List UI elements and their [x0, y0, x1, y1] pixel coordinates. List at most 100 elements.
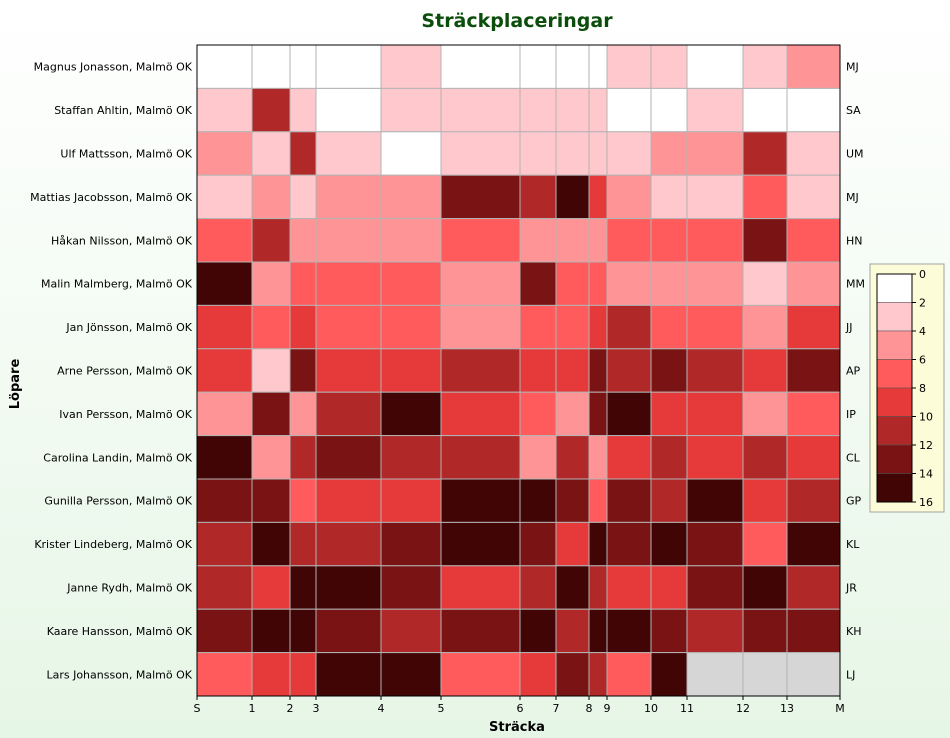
heatmap-cell	[742, 218, 788, 263]
heatmap-cell	[742, 652, 788, 697]
heatmap-cell	[606, 261, 652, 306]
legend-swatch	[876, 387, 913, 417]
heatmap-cell	[380, 304, 442, 350]
heatmap-cell	[251, 131, 291, 176]
heatmap-cell	[588, 87, 608, 133]
heatmap-cell	[196, 478, 253, 523]
heatmap-cell	[519, 44, 557, 89]
x-tick-label: S	[194, 702, 201, 715]
legend-swatch	[876, 330, 913, 360]
heatmap-cell	[686, 304, 744, 350]
heatmap-cell	[519, 608, 557, 654]
heatmap-cell	[742, 348, 788, 393]
heatmap-cell	[440, 391, 521, 437]
heatmap-cell	[380, 174, 442, 220]
heatmap-cell	[588, 435, 608, 480]
heatmap-cell	[686, 478, 744, 523]
heatmap-cell	[588, 521, 608, 567]
heatmap-cell	[440, 131, 521, 176]
heatmap-cell	[519, 652, 557, 697]
heatmap-cell	[315, 565, 382, 610]
x-tick-label: 13	[780, 702, 794, 715]
legend-swatch	[876, 273, 913, 303]
row-label: Kaare Hansson, Malmö OK	[47, 625, 193, 638]
heatmap-cell	[196, 391, 253, 437]
heatmap-cell	[742, 608, 788, 654]
heatmap-cell	[686, 348, 744, 393]
legend-swatch	[876, 416, 913, 446]
heatmap-cell	[315, 391, 382, 437]
heatmap-cell	[650, 87, 688, 133]
x-tick-label: 3	[313, 702, 320, 715]
heatmap-cell	[380, 391, 442, 437]
heatmap-cell	[196, 218, 253, 263]
heatmap-cell	[686, 608, 744, 654]
heatmap-cell	[519, 131, 557, 176]
heatmap-cell	[440, 174, 521, 220]
row-code: SA	[846, 104, 861, 117]
row-labels: Magnus Jonasson, Malmö OK Staffan Ahltin,…	[30, 61, 193, 682]
heatmap-cell	[315, 87, 382, 133]
legend-tick-label: 0	[919, 268, 926, 281]
x-tick-label: 4	[378, 702, 385, 715]
heatmap-cell	[742, 131, 788, 176]
heatmap-cell	[742, 261, 788, 306]
heatmap-cell	[588, 478, 608, 523]
row-code: MM	[846, 278, 865, 291]
heatmap-cell	[289, 608, 317, 654]
heatmap-cell	[606, 131, 652, 176]
heatmap-cell	[742, 87, 788, 133]
heatmap-cell	[519, 218, 557, 263]
row-code: HN	[846, 234, 863, 247]
row-label: Staffan Ahltin, Malmö OK	[54, 104, 193, 117]
legend-swatch	[876, 359, 913, 389]
heatmap-cell	[650, 608, 688, 654]
heatmap-cell	[196, 87, 253, 133]
heatmap-cell	[315, 261, 382, 306]
legend-swatch	[876, 444, 913, 474]
heatmap-cells	[196, 44, 841, 697]
heatmap-cell	[650, 435, 688, 480]
heatmap-cell	[440, 87, 521, 133]
row-label: Malin Malmberg, Malmö OK	[41, 278, 193, 291]
heatmap-cell	[686, 435, 744, 480]
heatmap-cell	[606, 521, 652, 567]
heatmap-cell	[251, 218, 291, 263]
heatmap-cell	[786, 652, 841, 697]
heatmap-cell	[555, 608, 590, 654]
heatmap-cell	[588, 565, 608, 610]
heatmap-cell	[742, 174, 788, 220]
heatmap-cell	[289, 174, 317, 220]
heatmap-cell	[606, 391, 652, 437]
heatmap-cell	[251, 44, 291, 89]
heatmap-cell	[555, 478, 590, 523]
heatmap-cell	[588, 218, 608, 263]
heatmap-cell	[519, 174, 557, 220]
heatmap-cell	[315, 521, 382, 567]
heatmap-cell	[650, 174, 688, 220]
row-label: Mattias Jacobsson, Malmö OK	[30, 191, 193, 204]
heatmap-cell	[742, 565, 788, 610]
heatmap-cell	[289, 131, 317, 176]
x-tick-label: 9	[604, 702, 611, 715]
heatmap-cell	[289, 348, 317, 393]
row-label: Gunilla Persson, Malmö OK	[44, 495, 192, 508]
heatmap-cell	[289, 652, 317, 697]
heatmap-cell	[380, 131, 442, 176]
x-tick-label: 8	[586, 702, 593, 715]
legend-swatch	[876, 473, 913, 503]
heatmap-cell	[196, 521, 253, 567]
row-label: Krister Lindeberg, Malmö OK	[34, 538, 192, 551]
x-tick-label: 6	[517, 702, 524, 715]
heatmap-cell	[315, 44, 382, 89]
heatmap-cell	[686, 218, 744, 263]
heatmap-cell	[315, 131, 382, 176]
row-code: UM	[846, 148, 864, 161]
heatmap-cell	[519, 521, 557, 567]
heatmap-cell	[315, 218, 382, 263]
heatmap-cell	[380, 478, 442, 523]
x-tick-label: 11	[680, 702, 694, 715]
heatmap-cell	[251, 391, 291, 437]
heatmap-cell	[588, 652, 608, 697]
